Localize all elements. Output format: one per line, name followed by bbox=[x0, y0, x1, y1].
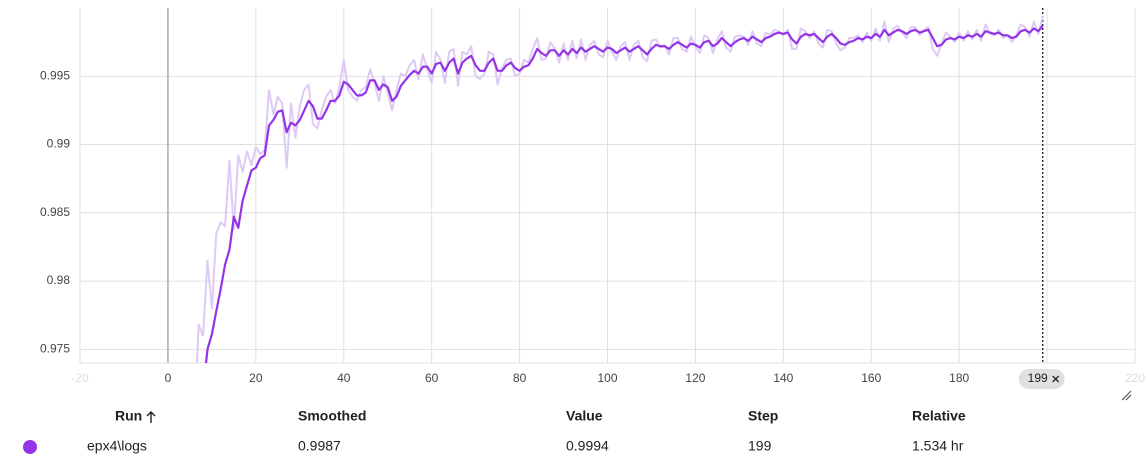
series-line bbox=[195, 15, 1044, 363]
sort-arrow[interactable] bbox=[146, 411, 156, 423]
y-tick-label: 0.985 bbox=[40, 205, 70, 219]
x-tick-label: -20 bbox=[71, 371, 89, 385]
cell: 0.9987 bbox=[298, 438, 341, 454]
x-tick-label: 20 bbox=[249, 371, 263, 385]
run-table: Run Smoothed Value Step Relative epx4\lo… bbox=[23, 408, 966, 454]
cell: 199 bbox=[748, 438, 772, 454]
y-tick-label: 0.99 bbox=[47, 137, 71, 151]
y-tick-label: 0.975 bbox=[40, 342, 70, 356]
column-header[interactable]: Value bbox=[566, 408, 603, 424]
x-tick-label: 0 bbox=[165, 371, 172, 385]
x-tick-label: 180 bbox=[949, 371, 969, 385]
x-tick-label: 120 bbox=[685, 371, 705, 385]
column-header[interactable]: Step bbox=[748, 408, 778, 424]
column-header[interactable]: Relative bbox=[912, 408, 966, 424]
cursor-label: 199 bbox=[1028, 371, 1048, 385]
plot bbox=[195, 15, 1044, 363]
resize-handle[interactable] bbox=[1121, 390, 1132, 401]
axis-labels: 0.975 0.98 0.985 0.99 0.995 -20 0 20 40 60 80 100 12… bbox=[40, 68, 1145, 389]
grid bbox=[79, 8, 1136, 364]
column-header[interactable]: Run bbox=[115, 408, 142, 424]
cell: 1.534 hr bbox=[912, 438, 964, 454]
cell: 0.9994 bbox=[566, 438, 609, 454]
cell: epx4\logs bbox=[87, 438, 147, 454]
x-tick-label: 140 bbox=[773, 371, 793, 385]
column-header[interactable]: Smoothed bbox=[298, 408, 366, 424]
run-color[interactable] bbox=[23, 440, 37, 454]
x-tick-label: 60 bbox=[425, 371, 439, 385]
series-line bbox=[204, 25, 1044, 363]
x-tick-label: 100 bbox=[597, 371, 617, 385]
x-tick-label: 220 bbox=[1125, 371, 1145, 385]
x-tick-label: 40 bbox=[337, 371, 351, 385]
cursor-close[interactable] bbox=[1052, 375, 1060, 383]
cursor-badge bbox=[1018, 369, 1065, 389]
y-tick-label: 0.98 bbox=[47, 273, 71, 287]
x-tick-label: 160 bbox=[861, 371, 881, 385]
y-tick-label: 0.995 bbox=[40, 68, 70, 82]
x-tick-label: 80 bbox=[513, 371, 527, 385]
